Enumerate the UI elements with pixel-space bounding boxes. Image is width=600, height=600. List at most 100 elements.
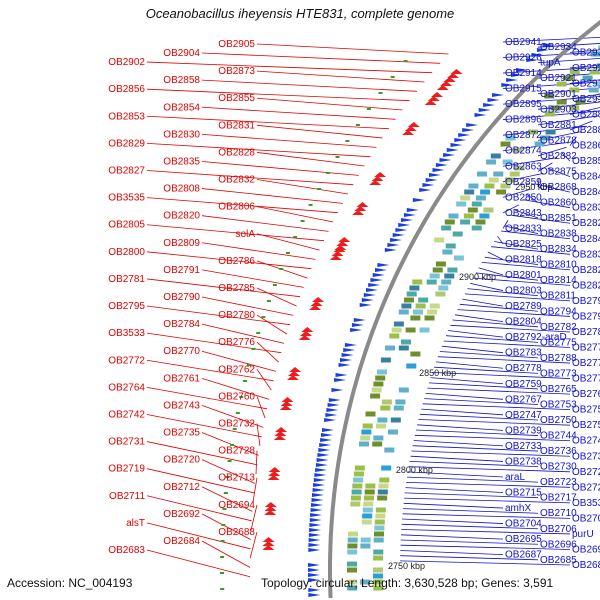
left-gene-label: OB3533 bbox=[108, 328, 145, 339]
reverse-gene-arrow bbox=[333, 247, 346, 252]
forward-gene-arrow bbox=[327, 403, 340, 407]
right-leader-line bbox=[537, 57, 600, 64]
forward-gene-arrow bbox=[311, 498, 324, 502]
feature-box bbox=[480, 189, 491, 195]
right-gene-label: OB2836 bbox=[572, 203, 600, 214]
left-leader-line bbox=[201, 405, 264, 428]
right-leader-line bbox=[428, 382, 539, 390]
reverse-gene-arrow bbox=[336, 241, 349, 246]
marker-tick bbox=[366, 108, 371, 110]
left-gene-labels: OB2905 OB2904 OB2902 OB2873 OB2858 OB2856 OB28… bbox=[108, 39, 255, 556]
feature-box bbox=[374, 525, 385, 531]
left-gene-label: OB2800 bbox=[108, 247, 145, 258]
reverse-gene-arrow bbox=[331, 251, 344, 256]
left-gene-label: OB2713 bbox=[218, 473, 255, 484]
right-leader-line bbox=[472, 277, 571, 286]
feature-box bbox=[471, 225, 482, 231]
feature-box bbox=[375, 507, 386, 513]
feature-box bbox=[361, 429, 372, 435]
reverse-gene-arrow bbox=[354, 206, 367, 211]
left-gene-label: OB2790 bbox=[163, 292, 200, 303]
right-gene-label: OB2738 bbox=[505, 456, 542, 467]
right-gene-label: OB2844 bbox=[572, 234, 600, 245]
feature-box bbox=[505, 135, 516, 141]
right-gene-label: OB2818 bbox=[505, 254, 542, 265]
right-leader-line bbox=[439, 351, 539, 359]
right-gene-label: OB2868 bbox=[540, 182, 577, 193]
feature-box bbox=[435, 291, 446, 297]
feature-box bbox=[496, 189, 507, 195]
right-gene-label: OB2901 bbox=[540, 89, 577, 100]
right-leader-line bbox=[502, 125, 588, 136]
right-gene-label: OB2887 bbox=[572, 109, 600, 120]
feature-box bbox=[534, 141, 545, 147]
right-leader-line bbox=[569, 79, 600, 84]
right-leader-line bbox=[414, 434, 571, 442]
feature-box bbox=[373, 435, 384, 441]
forward-gene-arrow bbox=[312, 493, 324, 497]
feature-box bbox=[376, 423, 386, 429]
marker-tick bbox=[317, 188, 322, 190]
marker-tick bbox=[355, 124, 360, 126]
feature-box bbox=[347, 549, 358, 555]
right-gene-label: OB2778 bbox=[505, 363, 542, 374]
left-gene-label: OB2780 bbox=[218, 310, 255, 321]
forward-gene-arrow bbox=[403, 213, 416, 217]
feature-box bbox=[373, 555, 384, 561]
right-gene-label: OB2710 bbox=[540, 508, 577, 519]
right-gene-label: OB2789 bbox=[505, 301, 542, 312]
left-leader-line bbox=[201, 161, 359, 176]
left-leader-line bbox=[256, 341, 279, 363]
feature-box bbox=[447, 267, 458, 273]
marker-tick bbox=[222, 508, 227, 510]
feature-box bbox=[379, 477, 390, 483]
right-gene-label: OB2706 bbox=[540, 524, 577, 535]
right-leader-line bbox=[475, 272, 539, 281]
forward-gene-arrow bbox=[310, 513, 323, 517]
right-leader-line bbox=[537, 43, 600, 48]
right-leader-line bbox=[418, 419, 571, 426]
feature-box bbox=[389, 333, 400, 339]
left-gene-label: OB2732 bbox=[218, 419, 255, 430]
feature-box bbox=[365, 483, 376, 489]
forward-gene-arrow bbox=[320, 438, 333, 442]
left-gene-label: OB2902 bbox=[108, 57, 145, 68]
right-gene-label: OB2878 bbox=[540, 135, 577, 146]
feature-box bbox=[401, 303, 412, 309]
feature-box bbox=[351, 489, 362, 495]
right-gene-label: OB2914 bbox=[505, 68, 542, 79]
right-gene-label: OB2857 bbox=[572, 156, 600, 167]
feature-box bbox=[361, 519, 372, 525]
right-gene-label: OB2695 bbox=[505, 534, 542, 545]
right-gene-label: OB2754 bbox=[572, 405, 600, 416]
feature-box bbox=[378, 483, 389, 489]
right-leader-line bbox=[569, 136, 577, 146]
left-leader-line bbox=[201, 106, 396, 120]
right-gene-label: OB2730 bbox=[540, 462, 577, 473]
right-gene-label: OB2697 bbox=[572, 544, 600, 555]
feature-box bbox=[374, 531, 384, 537]
reverse-gene-arrow bbox=[352, 210, 365, 215]
forward-gene-arrow bbox=[432, 168, 445, 172]
right-gene-label: OB2747 bbox=[505, 410, 542, 421]
right-gene-label: OB2704 bbox=[505, 519, 542, 530]
forward-gene-arrow bbox=[338, 363, 351, 367]
left-gene-label: OB2795 bbox=[108, 301, 145, 312]
forward-gene-arrow bbox=[326, 408, 339, 412]
feature-box bbox=[352, 483, 363, 489]
marker-tick bbox=[225, 476, 230, 478]
right-gene-label: OB2921 bbox=[540, 73, 577, 84]
forward-gene-arrow bbox=[425, 178, 438, 182]
right-leader-line bbox=[445, 335, 539, 343]
feature-box bbox=[353, 477, 364, 483]
forward-gene-arrow bbox=[443, 153, 456, 157]
forward-gene-arrow bbox=[316, 458, 329, 462]
marker-tick bbox=[251, 348, 256, 350]
right-gene-label: OB2925 bbox=[572, 63, 600, 74]
feature-box bbox=[362, 507, 373, 513]
right-gene-label: OB2766 bbox=[572, 389, 600, 400]
feature-box bbox=[391, 327, 402, 333]
right-leader-line bbox=[454, 314, 504, 323]
right-gene-label: OB2759 bbox=[505, 379, 542, 390]
right-leader-line bbox=[435, 361, 504, 369]
